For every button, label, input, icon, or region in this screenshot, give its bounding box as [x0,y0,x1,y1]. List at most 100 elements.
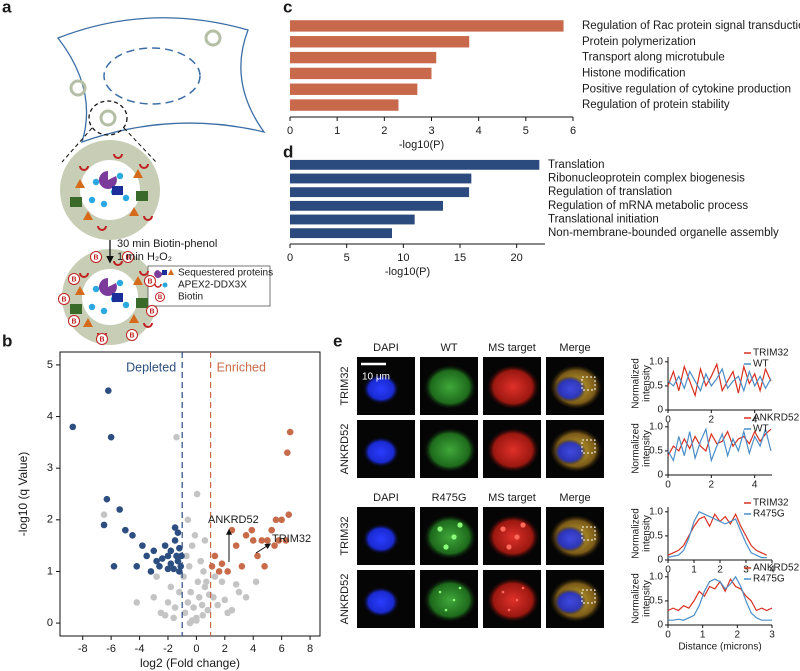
region-label: Enriched [217,360,266,374]
step-label: 1 min H₂O₂ [117,251,172,263]
x-tick-label: 1 [334,125,340,137]
point [248,526,256,534]
point [158,555,166,562]
biotin-symbol: B [99,336,104,343]
y-tick-label: 0 [47,617,53,629]
x-tick-label: 4 [769,565,775,576]
point [178,552,185,560]
protein-pacman [98,277,117,296]
legend-label: ANKRD52 [753,563,800,574]
protein-triangle [133,169,143,178]
point [187,588,195,596]
column-header: Merge [559,342,590,354]
point [105,387,112,395]
point [150,593,158,601]
point [100,521,108,529]
point [215,568,223,575]
point [242,593,250,601]
protein-square [70,304,82,314]
bar [290,228,392,239]
crescent [79,272,89,278]
point [224,568,231,575]
biotin-symbol: B [129,332,134,339]
biotin [68,273,80,285]
point [143,552,150,560]
point [139,542,146,549]
crescent [139,270,149,276]
y-tick-label: 1.0 [649,356,663,367]
biotin-symbol: B [147,278,152,285]
row-label: ANKRD52 [339,424,351,475]
granule-spot [452,598,456,602]
line [667,362,772,398]
biotin [96,333,108,345]
column-header: DAPI [373,342,399,354]
apex2-dot [116,279,124,287]
x-axis-label: log2 (Fold change) [140,656,240,670]
bar [290,214,415,225]
line [667,428,772,456]
point [210,593,217,601]
granule-spot [500,526,506,532]
nucleus-stain [363,524,399,554]
y-tick-label: 3 [47,462,53,474]
x-axis-label: Distance (microns) [678,642,761,653]
protein-square [112,186,123,195]
point [254,552,261,560]
y-tick-label: 0.5 [649,531,663,542]
point [167,560,175,568]
point [180,573,187,580]
point [153,573,160,580]
cell-stain [487,365,539,409]
x-tick-label: 0 [287,125,293,137]
roi-box [581,526,596,541]
point [199,612,207,619]
point [174,529,182,537]
point [232,581,240,588]
point [286,428,294,436]
bar [290,173,472,184]
granule-spot [443,544,449,550]
point [193,490,201,498]
line [667,427,772,463]
legend-box [147,265,271,307]
protein-triangle [75,179,85,188]
y-axis-label: intensity [642,580,653,617]
point [185,562,193,570]
point [278,516,285,524]
crescent [97,225,107,231]
zoom-line [123,127,157,163]
point [252,578,260,586]
legend-label: TRIM32 [753,498,789,509]
point [173,433,180,441]
y-tick-label: 2 [47,514,53,526]
x-tick-label: 8 [307,643,313,655]
nucleus [103,47,201,105]
y-tick-label: 0 [657,620,663,631]
x-tick-label: 3 [428,125,434,137]
protein-triangle [83,318,93,327]
x-tick-label: 3 [769,630,775,641]
protein-triangle [133,276,143,285]
biotin [146,305,158,317]
point [232,542,240,549]
granule-spot [458,586,462,590]
point [69,423,77,431]
point [184,516,192,524]
point [110,562,118,570]
cell-outline [56,17,266,144]
x-tick-label: 0 [193,643,199,655]
point [133,562,141,570]
cell-stain [487,578,539,622]
x-tick-label: 5 [344,252,350,264]
cell-stain [424,578,476,622]
plot-frame [59,351,321,637]
granule-spot [520,522,526,528]
point [100,511,108,518]
biotin [126,329,138,341]
point [249,537,257,544]
apex2-dot [122,194,130,202]
category-label: Regulation of translation [548,186,672,198]
x-tick-label: 4 [752,480,758,491]
point [258,537,266,544]
